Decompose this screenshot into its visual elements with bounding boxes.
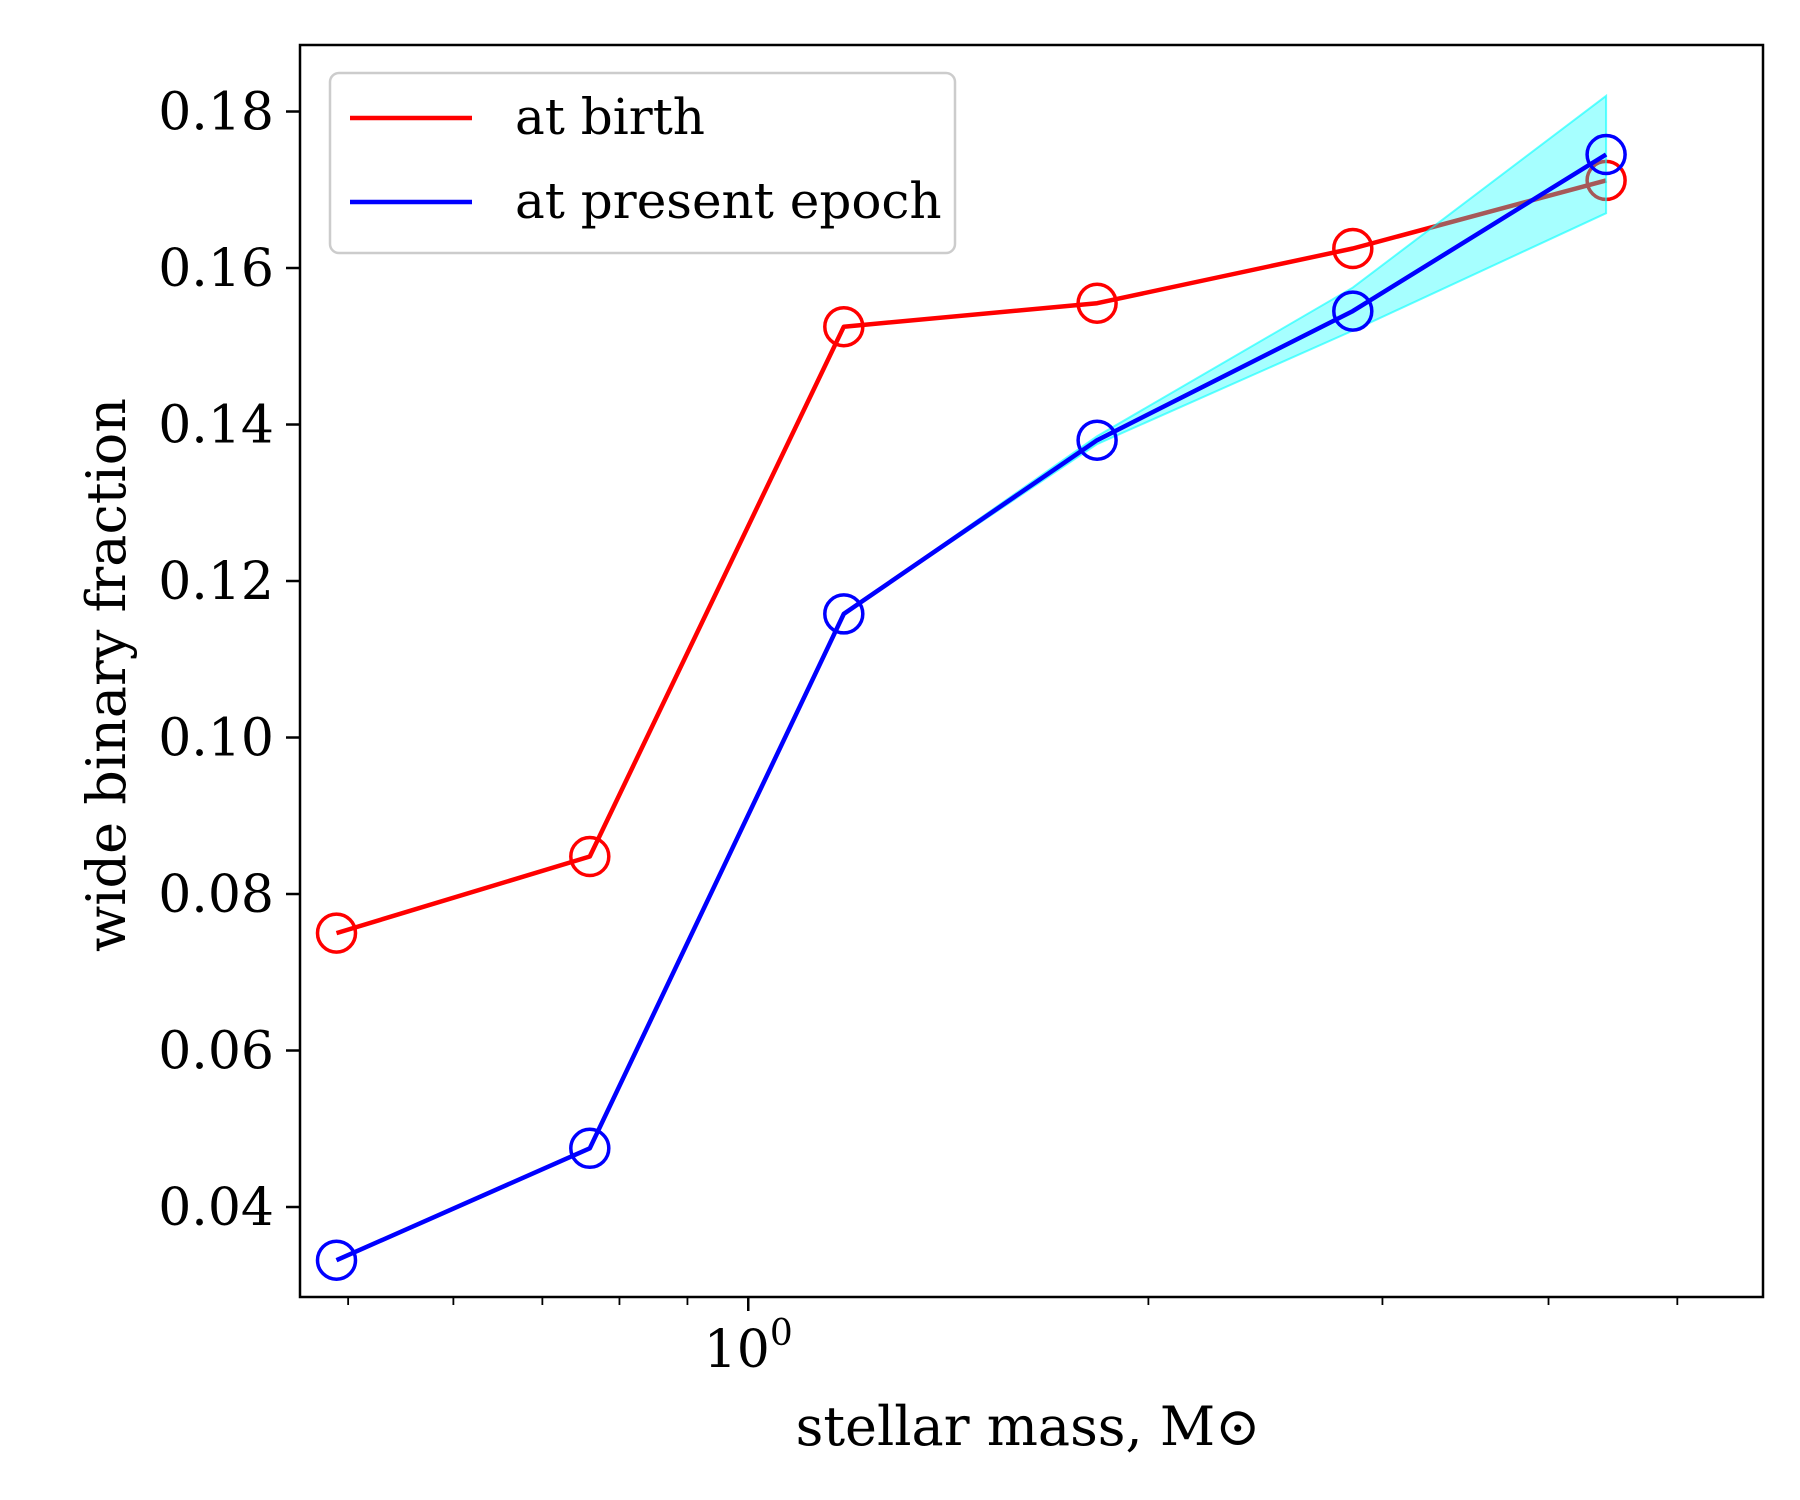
data-point-at-present-epoch xyxy=(1076,419,1118,461)
data-point-at-present-epoch xyxy=(569,1127,611,1170)
data-point-at-present-epoch xyxy=(1332,290,1374,332)
data-point-at-present-epoch xyxy=(315,1239,358,1281)
legend-label-at-birth: at birth xyxy=(515,88,705,146)
data-point-at-present-epoch xyxy=(823,593,865,635)
y-tick-label: 0.06 xyxy=(158,1022,274,1082)
y-tick-label: 0.16 xyxy=(158,239,274,299)
x-axis-label: stellar mass, M⊙ xyxy=(796,1395,1261,1458)
data-point-at-birth xyxy=(823,305,865,348)
x-tick-label: 100 xyxy=(704,1313,793,1380)
y-axis-label: wide binary fraction xyxy=(75,398,138,952)
y-tick-label: 0.08 xyxy=(158,865,274,925)
y-tick-label: 0.18 xyxy=(158,83,274,143)
series-line-at-birth xyxy=(335,178,1607,936)
y-tick-label: 0.12 xyxy=(158,552,274,612)
y-tick-label: 0.14 xyxy=(158,396,274,456)
y-tick-label: 0.10 xyxy=(158,709,274,769)
data-point-at-birth xyxy=(1076,282,1118,324)
legend-label-at-present-epoch: at present epoch xyxy=(515,172,942,230)
series-layer xyxy=(315,93,1627,1281)
data-point-at-present-epoch xyxy=(1585,133,1627,176)
data-point-at-birth xyxy=(315,912,358,954)
series-line-at-present-epoch xyxy=(335,152,1608,1263)
x-axis-ticks: 100 xyxy=(347,1297,1679,1380)
legend: at birth at present epoch xyxy=(328,71,957,255)
data-point-at-birth xyxy=(569,835,611,878)
axes-frame xyxy=(298,43,1765,1299)
y-axis-ticks: 0.04 0.06 0.08 0.10 0.12 0.14 0.16 0.18 xyxy=(158,83,300,1238)
legend-frame xyxy=(328,71,957,255)
data-point-at-birth xyxy=(1332,227,1374,270)
y-tick-label: 0.04 xyxy=(158,1178,274,1238)
